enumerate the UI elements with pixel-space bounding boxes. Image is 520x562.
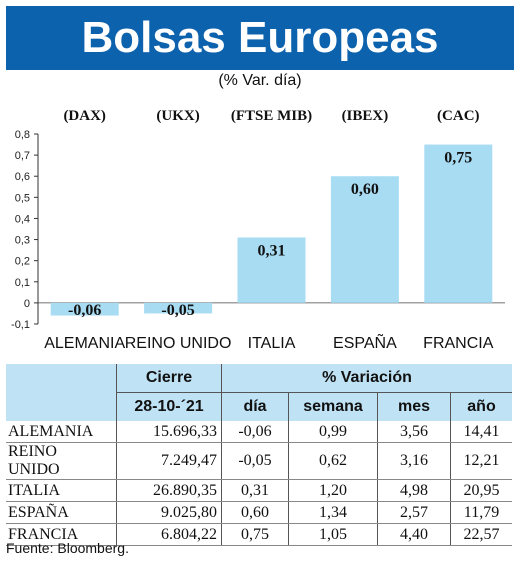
cell-dia: 0,31 [221, 479, 289, 502]
bar [144, 302, 213, 314]
y-tick-label: 0,4 [15, 213, 30, 225]
y-tick-label: 0 [24, 298, 30, 310]
table-row: FRANCIA 6.804,22 0,75 1,05 4,40 22,57 [6, 523, 512, 546]
data-label: -0,05 [161, 302, 194, 319]
header-anio: año [450, 392, 512, 421]
y-tick-label: 0,8 [15, 129, 30, 141]
cell-country: ESPAÑA [6, 501, 117, 524]
header-blank-2 [6, 392, 117, 421]
y-tick-label: -0,1 [11, 319, 30, 331]
header-cierre: Cierre [116, 364, 222, 393]
bar [237, 237, 306, 303]
cell-semana: 1,05 [288, 523, 378, 546]
bar [50, 302, 119, 316]
cell-country: FRANCIA [6, 523, 117, 546]
category-label: ITALIA [248, 335, 296, 352]
cell-mes: 4,40 [377, 523, 451, 546]
cell-dia: -0,06 [221, 421, 289, 443]
data-label: 0,75 [444, 150, 472, 167]
cell-anio: 12,21 [450, 442, 512, 480]
cell-country: ITALIA [6, 479, 117, 502]
category-label: ESPAÑA [333, 332, 397, 352]
cell-anio: 11,79 [450, 501, 512, 524]
index-label: (FTSE MIB) [231, 108, 312, 124]
bar [424, 144, 493, 303]
category-label: REINO UNIDO [125, 335, 232, 352]
cell-mes: 2,57 [377, 501, 451, 524]
market-table-container: Cierre % Variación 28-10-´21 día semana … [6, 364, 512, 546]
data-label: 0,60 [351, 181, 379, 198]
y-tick-label: 0,6 [15, 171, 30, 183]
y-tick-label: 0,7 [15, 150, 30, 162]
table-row: REINO UNIDO 7.249,47 -0,05 0,62 3,16 12,21 [6, 442, 512, 480]
y-tick-label: 0,2 [15, 256, 30, 268]
header-date: 28-10-´21 [116, 392, 222, 421]
header-variacion: % Variación [221, 364, 512, 393]
index-label: (CAC) [437, 108, 480, 124]
table-row: ALEMANIA 15.696,33 -0,06 0,99 3,56 14,41 [6, 421, 512, 443]
cell-dia: 0,75 [221, 523, 289, 546]
cell-mes: 3,56 [377, 421, 451, 443]
cell-cierre: 15.696,33 [116, 421, 222, 443]
table-row: ITALIA 26.890,35 0,31 1,20 4,98 20,95 [6, 479, 512, 502]
cell-anio: 20,95 [450, 479, 512, 502]
cell-cierre: 9.025,80 [116, 501, 222, 524]
bar [330, 176, 399, 303]
cell-semana: 0,99 [288, 421, 378, 443]
cell-cierre: 7.249,47 [116, 442, 222, 480]
cell-cierre: 26.890,35 [116, 479, 222, 502]
index-label: (IBEX) [342, 108, 389, 124]
index-label: (UKX) [156, 108, 199, 124]
cell-mes: 4,98 [377, 479, 451, 502]
header-dia: día [221, 392, 289, 421]
chart-subtitle: (% Var. día) [218, 72, 302, 89]
header-semana: semana [288, 392, 378, 421]
cell-semana: 0,62 [288, 442, 378, 480]
bar-chart: -0,1 0 0,1 0,2 0,3 0,4 0,5 0,6 0,7 0,8 (DAX) -0,06 A… [11, 108, 505, 352]
cell-semana: 1,34 [288, 501, 378, 524]
chart-title: Bolsas Europeas [6, 6, 514, 70]
table-row: ESPAÑA 9.025,80 0,60 1,34 2,57 11,79 [6, 501, 512, 524]
cell-anio: 22,57 [450, 523, 512, 546]
y-tick-label: 0,5 [15, 192, 30, 204]
cell-dia: -0,05 [221, 442, 289, 480]
data-label: 0,31 [258, 242, 286, 259]
cell-cierre: 6.804,22 [116, 523, 222, 546]
header-mes: mes [377, 392, 451, 421]
category-label: FRANCIA [423, 335, 494, 352]
category-label: ALEMANIA [44, 335, 125, 352]
cell-semana: 1,20 [288, 479, 378, 502]
market-table: Cierre % Variación 28-10-´21 día semana … [6, 364, 512, 546]
index-label: (DAX) [63, 108, 106, 124]
y-tick-label: 0,1 [15, 277, 30, 289]
cell-country: REINO UNIDO [6, 442, 117, 480]
table-body: ALEMANIA 15.696,33 -0,06 0,99 3,56 14,41 REINO… [6, 421, 512, 546]
cell-anio: 14,41 [450, 421, 512, 443]
source-note: Fuente: Bloomberg. [6, 540, 129, 556]
cell-mes: 3,16 [377, 442, 451, 480]
data-label: -0,06 [68, 302, 101, 319]
cell-dia: 0,60 [221, 501, 289, 524]
y-tick-label: 0,3 [15, 235, 30, 247]
cell-country: ALEMANIA [6, 421, 117, 443]
header-blank [6, 364, 117, 393]
